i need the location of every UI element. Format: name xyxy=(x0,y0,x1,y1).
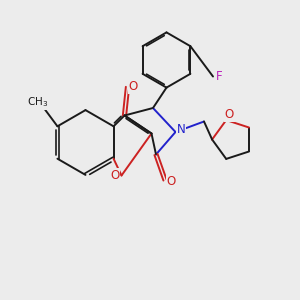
Text: O: O xyxy=(167,175,176,188)
Text: O: O xyxy=(110,169,119,182)
Text: O: O xyxy=(225,108,234,121)
Text: N: N xyxy=(176,123,185,136)
Text: CH$_3$: CH$_3$ xyxy=(28,95,49,109)
Text: O: O xyxy=(128,80,137,94)
Text: F: F xyxy=(216,70,222,83)
